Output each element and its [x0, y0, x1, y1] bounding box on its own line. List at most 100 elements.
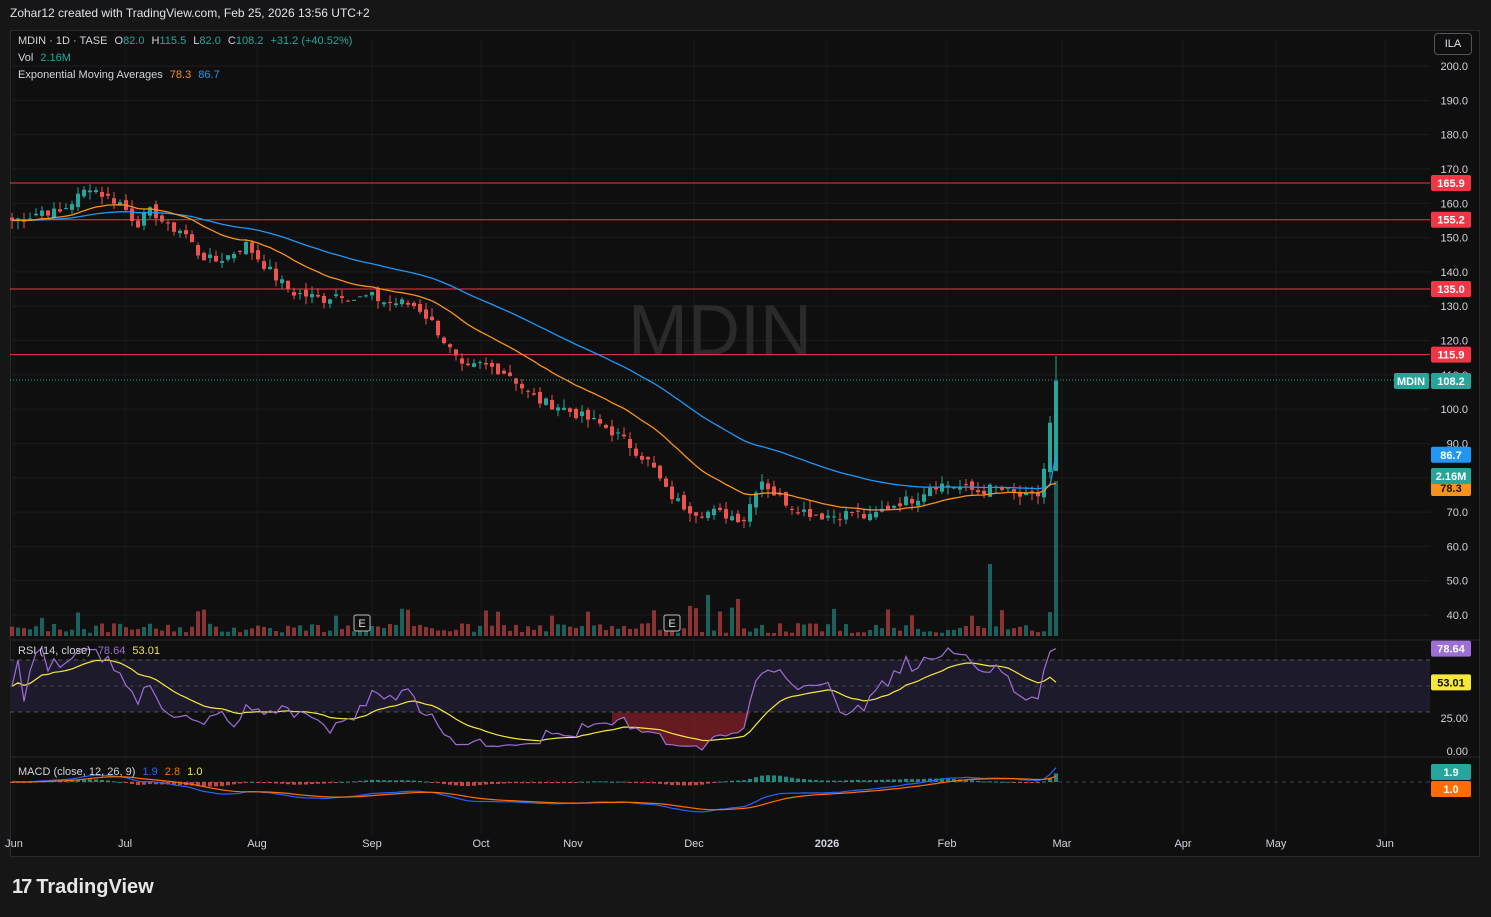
- legend-high: 115.5: [159, 35, 187, 47]
- legend-macd-signal: 2.8: [164, 766, 181, 778]
- macd-hist-bar: [838, 780, 842, 782]
- candle-body: [820, 513, 824, 520]
- volume-bar: [208, 623, 212, 636]
- candle-body: [898, 503, 902, 507]
- macd-hist-bar: [940, 778, 944, 782]
- volume-bar: [982, 627, 986, 636]
- legend-change: +31.2 (+40.52%): [270, 35, 353, 47]
- candle-body: [484, 363, 488, 365]
- resistance-tag: [1431, 175, 1471, 192]
- candle-body: [754, 492, 758, 508]
- volume-bar: [124, 627, 128, 636]
- candle-body: [790, 508, 794, 510]
- resistance-tag-label: 135.0: [1437, 284, 1465, 296]
- volume-bar: [100, 623, 104, 636]
- macd-hist-bar: [436, 782, 440, 784]
- volume-bar: [952, 629, 956, 636]
- rsi-ma-line: [11, 659, 1057, 742]
- macd-hist-bar: [1054, 773, 1058, 782]
- macd-tag-label: 1.9: [1443, 767, 1458, 779]
- candle-body: [304, 289, 308, 297]
- volume-bar: [760, 624, 764, 636]
- volume-bar: [850, 632, 854, 636]
- legend-ema-fast: 78.3: [169, 69, 192, 81]
- time-tick-label: Jun: [1376, 838, 1394, 850]
- volume-bar: [190, 626, 194, 636]
- macd-hist-bar: [1036, 782, 1040, 784]
- legend-open: 82.0: [123, 35, 145, 47]
- rsi-band: [10, 660, 1430, 712]
- macd-hist-bar: [538, 782, 542, 784]
- candle-body: [496, 363, 500, 375]
- macd-hist-bar: [994, 781, 998, 783]
- candle-body: [46, 210, 50, 216]
- candle-body: [574, 408, 578, 419]
- rsi-oversold-fill: [612, 712, 762, 750]
- rsi-tag: [1431, 674, 1471, 691]
- time-axis: Jun Jul Aug Sep Oct Nov Dec 2026 Feb Mar Apr May Jun: [5, 838, 1394, 850]
- volume-bar: [724, 632, 728, 636]
- resistance-tag: [1431, 346, 1471, 363]
- macd-hist-bar: [94, 779, 98, 782]
- candle-body: [214, 255, 218, 262]
- macd-hist-bar: [508, 782, 512, 784]
- candle-body: [526, 390, 530, 392]
- macd-hist-bar: [1006, 781, 1010, 783]
- time-tick-label: Nov: [563, 838, 583, 850]
- volume-bar: [676, 632, 680, 636]
- candle-body: [646, 456, 650, 460]
- candle-body: [262, 261, 266, 269]
- legend-macd-hist: 1.0: [187, 766, 203, 778]
- candle-body: [172, 222, 176, 232]
- macd-hist-bar: [970, 780, 974, 782]
- macd-hist-bar: [124, 782, 128, 783]
- macd-hist-bar: [376, 780, 380, 782]
- volume-bar: [442, 630, 446, 636]
- ema-fast-line: [11, 204, 1057, 511]
- volume-bar: [334, 615, 338, 636]
- candle-body: [664, 478, 668, 487]
- volume-bar: [706, 594, 710, 636]
- volume-bar: [34, 626, 38, 636]
- currency-button[interactable]: ILA: [1434, 33, 1472, 55]
- volume-bar: [790, 632, 794, 636]
- tradingview-logo[interactable]: 17 TradingView: [12, 876, 154, 899]
- time-tick-label: 2026: [815, 838, 839, 850]
- macd-hist-bar: [178, 782, 182, 786]
- macd-hist-bar: [832, 780, 836, 782]
- volume-bar: [886, 609, 890, 636]
- volume-bar: [682, 628, 686, 636]
- candle-body: [628, 439, 632, 449]
- candle-body: [178, 230, 182, 234]
- volume-bar: [628, 628, 632, 636]
- candle-body: [604, 424, 608, 428]
- macd-hist-bar: [400, 780, 404, 782]
- macd-hist-bar: [724, 781, 728, 783]
- volume-bar: [28, 629, 32, 636]
- macd-hist-bar: [976, 780, 980, 782]
- volume-bar: [622, 625, 626, 636]
- candle-body: [676, 498, 680, 501]
- volume-bar: [412, 625, 416, 636]
- candle-body: [232, 253, 236, 259]
- volume-bar: [934, 632, 938, 636]
- macd-hist-bar: [286, 782, 290, 785]
- volume-bar: [286, 625, 290, 636]
- volume-bar: [112, 623, 116, 636]
- volume-bar: [820, 631, 824, 636]
- macd-hist-bar: [358, 780, 362, 782]
- macd-hist-bar: [904, 778, 908, 782]
- legend-rsi-row: RSI (14, close) 78.64 53.01: [18, 645, 164, 657]
- candle-body: [424, 309, 428, 319]
- macd-hist-bar: [352, 781, 356, 783]
- macd-hist-bar: [454, 782, 458, 786]
- candle-body: [406, 302, 410, 305]
- macd-hist-bar: [316, 782, 320, 784]
- volume-bar: [292, 627, 296, 636]
- macd-hist-bar: [310, 782, 314, 785]
- volume-bar: [796, 623, 800, 636]
- macd-axis: 1.91.0: [1431, 764, 1471, 797]
- volume-bar: [166, 624, 170, 636]
- candle-body: [736, 513, 740, 523]
